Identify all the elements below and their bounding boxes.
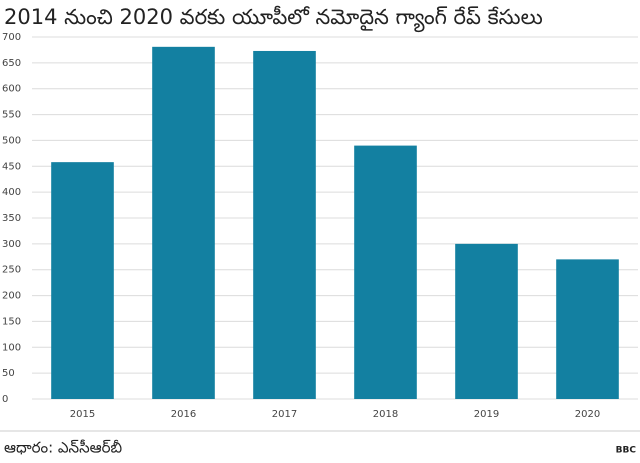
y-tick-label: 650 [2,58,21,69]
y-tick-label: 100 [2,342,21,353]
y-tick-label: 150 [2,316,21,327]
y-tick-label: 50 [2,368,15,379]
bar [51,162,114,399]
y-tick-label: 250 [2,265,21,276]
bar [253,50,316,399]
x-tick-label: 2015 [70,409,95,420]
y-tick-label: 200 [2,291,21,302]
bar [455,243,518,399]
y-tick-label: 500 [2,135,21,146]
y-tick-label: 700 [2,32,21,43]
chart-title: 2014 నుంచి 2020 వరకు యూపీలో నమోదైన గ్యాం… [4,5,543,33]
x-tick-label: 2016 [171,409,196,420]
y-tick-label: 450 [2,161,21,172]
y-tick-label: 400 [2,187,21,198]
bar [152,46,215,399]
y-tick-label: 350 [2,213,21,224]
y-tick-label: 550 [2,110,21,121]
bar [354,145,417,399]
y-tick-label: 300 [2,239,21,250]
bar [556,259,619,399]
logo: BBC [616,446,637,456]
x-tick-label: 2019 [474,409,499,420]
x-tick-label: 2020 [575,409,600,420]
x-tick-label: 2018 [373,409,398,420]
y-tick-label: 600 [2,84,21,95]
y-tick-label: 0 [2,394,8,405]
source: ఆధారం: ఎన్‌సీఆర్‌బీ [4,439,122,457]
x-tick-label: 2017 [272,409,297,420]
